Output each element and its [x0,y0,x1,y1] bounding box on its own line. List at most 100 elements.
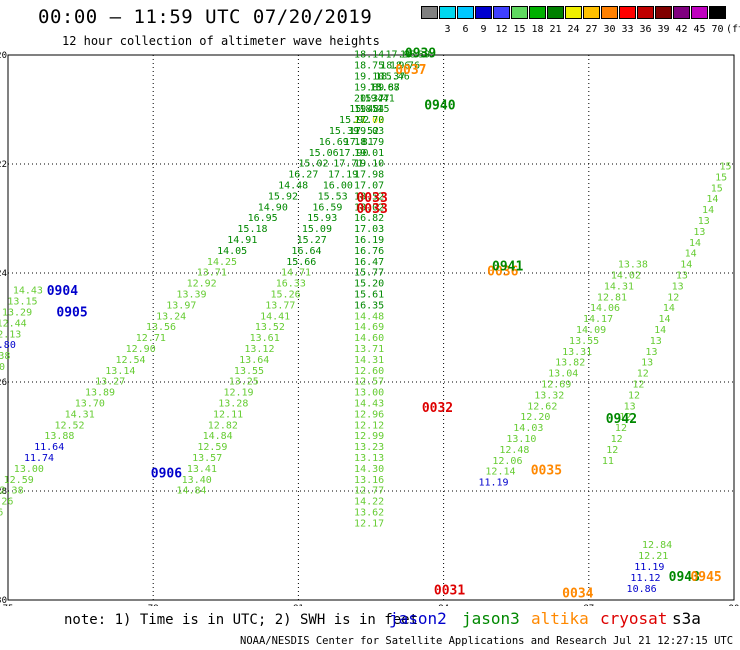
wave-height-value: 15.27 [297,235,327,246]
wave-height-value: 16.64 [291,246,321,257]
wave-height-value: 13.04 [548,369,578,380]
lat-tick-label: -20 [0,51,7,61]
wave-height-value: 14.06 [590,303,620,314]
pass-time-label: 0943 [669,570,700,585]
wave-height-value: 12 [611,434,623,445]
wave-height-value: 12.59 [197,442,227,453]
scale-label: 45 [693,24,706,35]
wave-height-value: 14.56 [0,508,3,519]
wave-height-value: 16.00 [323,181,353,192]
wave-height-value: 12.52 [54,420,84,431]
pass-time-label: 0037 [395,63,426,78]
wave-height-value: 12.21 [638,551,668,562]
scale-label: 15 [513,24,526,35]
scale-label: 36 [639,24,652,35]
pass-time-label: 0939 [405,47,436,62]
wave-height-value: 15.77 [354,268,384,279]
wave-height-value: 13.70 [75,399,105,410]
wave-height-value: 15 [711,183,723,194]
scale-swatch [691,6,708,19]
wave-height-value: 13.31 [562,347,592,358]
wave-height-value: 12.14 [485,467,515,478]
track-D: 14.4313.1513.2912.4412.1311.8012.3813.20… [0,286,43,373]
pass-time-label: 0906 [151,466,182,481]
wave-height-value: 12.59 [4,475,34,486]
wave-height-value: 13.27 [95,377,125,388]
wave-height-value: 12.90 [126,344,156,355]
wave-height-value: 14 [702,205,714,216]
wave-height-value: 13 [650,336,662,347]
wave-height-value: 12.54 [115,355,145,366]
wave-height-value: 15.66 [286,257,316,268]
wave-height-value: 21.02 [354,115,384,126]
scale-label: 70 [711,24,724,35]
wave-height-value: 12 [632,379,644,390]
wave-height-value: 11.12 [630,573,660,584]
wave-height-value: 12 [606,445,618,456]
wave-height-value: 12.20 [520,412,550,423]
lon-tick-label: 87 [583,604,594,606]
wave-height-value: 17.70 [354,115,384,126]
wave-height-value: 13.52 [255,322,285,333]
scale-swatch [673,6,690,19]
scale-swatch [601,6,618,19]
wave-height-value: 18.02 [354,202,384,213]
legend-s3a: s3a [672,609,701,628]
wave-height-value: 12.19 [223,388,253,399]
wave-height-value: 13 [698,216,710,227]
wave-height-value: 13.55 [569,336,599,347]
wave-height-value: 11.19 [634,562,664,573]
wave-height-value: 13.57 [192,453,222,464]
legend-jason3: jason3 [462,609,520,628]
wave-height-value: 14 [680,260,692,271]
pass-time-label: 0033 [356,202,387,217]
wave-height-value: 14 [685,249,697,260]
wave-height-value: 12.17 [354,518,384,529]
wave-height-value: 12.99 [354,431,384,442]
wave-height-value: 14.05 [217,246,247,257]
wave-height-value: 17.98 [354,170,384,181]
wave-height-value: 12.96 [354,409,384,420]
wave-height-value: 13 [693,227,705,238]
map-subtitle: 12 hour collection of altimeter wave hei… [62,34,380,48]
scale-label: 27 [585,24,598,35]
track-F: 1515151414131314141413131214141413131312… [602,161,732,466]
wave-height-value: 13.97 [166,300,196,311]
wave-height-value: 13.10 [506,434,536,445]
track-A: 18.1418.7519.1019.8920.3719.5421.0219.03… [354,50,384,530]
lon-tick-label: 81 [293,604,304,606]
pass-time-label: 0032 [422,401,453,416]
wave-height-value: 14 [706,194,718,205]
track-G: 13.3814.0214.3112.8114.0614.1714.0913.55… [478,260,648,489]
wave-height-value: 13.40 [182,475,212,486]
wave-height-value: 14.48 [278,181,308,192]
wave-height-value: 12 [667,292,679,303]
wave-height-value: 17.81 [344,137,374,148]
wave-height-value: 14.09 [576,325,606,336]
wave-height-value: 15.02 [298,159,328,170]
legend-cryosat: cryosat [600,609,668,628]
track-B: 17.9818.9618.3718.8719.4118.1517.7017.52… [176,50,415,497]
lon-tick-label: 75 [3,604,14,606]
wave-height-value: 13.29 [2,308,32,319]
scale-label: 30 [603,24,616,35]
wave-height-value: 16.35 [354,300,384,311]
wave-height-value: 11.64 [34,442,64,453]
wave-height-value: 17.19 [328,170,358,181]
scale-swatch [457,6,474,19]
scale-swatch [439,6,456,19]
map-axes: 75 78 81 84 87 90 -20 -22 -24 -26 -28 -30 [0,51,739,606]
wave-height-value: 14.30 [354,464,384,475]
pass-time-label: 0945 [690,570,721,585]
legend-jason2: jason2 [389,609,447,628]
wave-height-value: 13.62 [354,508,384,519]
credit-line: NOAA/NESDIS Center for Satellite Applica… [240,635,740,647]
wave-height-value: 14.17 [583,314,613,325]
wave-height-value: 12.44 [0,318,27,329]
wave-height-value: 14.84 [176,486,206,497]
wave-height-value: 12.62 [527,401,557,412]
wave-height-value: 17.52 [349,126,379,137]
pass-time-label: 0941 [492,259,523,274]
wave-height-value: 15.39 [329,126,359,137]
